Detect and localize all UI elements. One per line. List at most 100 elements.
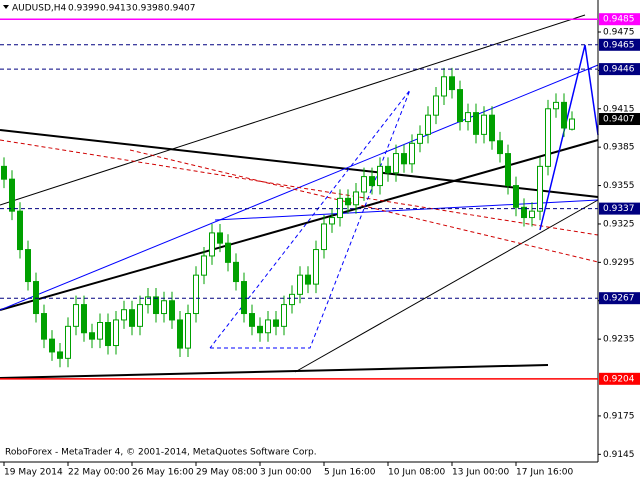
level-box	[599, 63, 640, 76]
footer: RoboForex - MetaTrader 4, © 2001-2014, M…	[5, 448, 317, 458]
level-box	[599, 202, 640, 215]
candle-body	[33, 281, 39, 315]
candle-body	[361, 176, 367, 193]
candle-body	[545, 108, 551, 167]
trend-line	[0, 139, 599, 311]
candle-body	[313, 249, 319, 285]
candle-body	[81, 304, 87, 334]
candle-body	[465, 112, 471, 123]
x-tick-label: 17 Jun 16:00	[516, 468, 573, 478]
candle-body	[273, 319, 279, 327]
x-tick-label: 10 Jun 08:00	[388, 468, 445, 478]
candle-body	[89, 332, 95, 340]
candle-body	[49, 338, 55, 353]
candle-body	[185, 313, 191, 349]
candle-body	[17, 210, 23, 251]
candle-body	[105, 322, 111, 347]
candle-body	[329, 217, 335, 225]
level-box	[599, 38, 640, 51]
trend-line	[0, 129, 599, 198]
candle-body	[385, 165, 391, 174]
candle-body	[281, 304, 287, 327]
y-tick-label: 0.9385	[603, 143, 635, 153]
channel-line	[0, 14, 586, 206]
candle-body	[145, 296, 151, 306]
level-label: 0.9485	[603, 15, 635, 25]
candles	[1, 67, 575, 368]
channel-line	[214, 199, 599, 221]
level-box	[599, 13, 640, 26]
level-label: 0.9204	[603, 374, 635, 384]
candle-body	[553, 101, 559, 110]
projection	[209, 89, 411, 349]
candle-body	[513, 185, 519, 208]
candle-body	[65, 325, 71, 359]
candle-body	[137, 304, 143, 327]
level-box	[599, 372, 640, 385]
candle-body	[257, 325, 263, 334]
candle-body	[401, 153, 407, 165]
candle-body	[129, 309, 135, 327]
y-tick-label: 0.9325	[603, 219, 635, 229]
x-tick-label: 19 May 2014	[4, 468, 63, 478]
candle-body	[417, 133, 423, 144]
trend-lines	[0, 14, 599, 379]
candle-body	[153, 296, 159, 315]
candle-body	[113, 319, 119, 347]
candle-body	[409, 142, 415, 165]
candle-body	[529, 210, 535, 219]
candle-body	[441, 76, 447, 97]
candle-body	[433, 95, 439, 116]
candle-body	[393, 153, 399, 174]
candle-body	[425, 114, 431, 135]
candle-body	[121, 309, 127, 321]
x-tick-label: 5 Jun 16:00	[324, 468, 376, 478]
candle-body	[289, 293, 295, 306]
x-tick-label: 3 Jun 00:00	[260, 468, 312, 478]
candle-body	[305, 274, 311, 285]
candle-body	[505, 153, 511, 187]
y-tick-label: 0.9475	[603, 27, 635, 37]
candle-body	[201, 255, 207, 276]
candle-body	[457, 89, 463, 123]
candle-body	[233, 261, 239, 283]
fan-line	[0, 139, 599, 236]
channel-line	[294, 199, 599, 373]
level-box	[599, 292, 640, 305]
candle-body	[41, 313, 47, 340]
level-label: 0.9267	[603, 294, 635, 304]
candle-body	[177, 319, 183, 349]
menu-arrow[interactable]	[3, 5, 9, 9]
candle-body	[97, 322, 103, 340]
candle-body	[521, 206, 527, 219]
y-tick-label: 0.9175	[603, 411, 635, 421]
level-label: 0.9465	[603, 40, 635, 50]
candle-body	[369, 176, 375, 187]
fan-line	[129, 149, 599, 263]
header-high: 0.9413	[100, 4, 132, 14]
candle-body	[249, 313, 255, 327]
y-tick-label: 0.9235	[603, 335, 635, 345]
candle-body	[297, 274, 303, 295]
last-price-label: 0.9407	[603, 115, 635, 125]
candle-body	[241, 281, 247, 315]
candle-body	[217, 232, 223, 244]
candle-body	[377, 165, 383, 187]
x-tick-label: 13 Jun 00:00	[452, 468, 509, 478]
x-tick-label: 26 May 16:00	[132, 468, 194, 478]
candle-body	[337, 197, 343, 219]
candle-body	[25, 249, 31, 283]
header-open: 0.9399	[68, 4, 100, 14]
x-tick-label: 22 May 00:00	[68, 468, 130, 478]
candle-body	[193, 274, 199, 315]
header-low: 0.9398	[132, 4, 164, 14]
candle-body	[353, 191, 359, 206]
candle-body	[449, 76, 455, 91]
candle-body	[73, 304, 79, 327]
y-tick-label: 0.9145	[603, 450, 635, 460]
candle-body	[497, 140, 503, 155]
candle-body	[561, 101, 567, 129]
candle-body	[161, 300, 167, 315]
y-tick-label: 0.9295	[603, 258, 635, 268]
